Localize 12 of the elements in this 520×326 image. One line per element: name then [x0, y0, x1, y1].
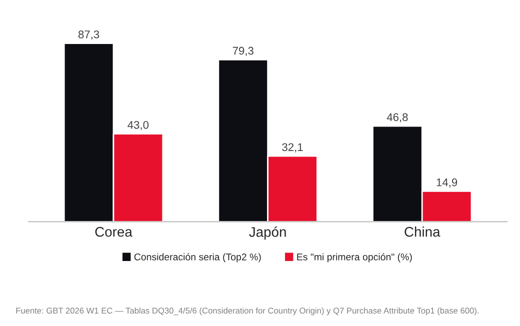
x-tick-label: Japón [249, 226, 286, 240]
legend-label: Consideración seria (Top2 %) [134, 253, 261, 262]
data-label: 79,3 [232, 46, 254, 56]
x-tick-label: China [404, 226, 440, 237]
data-label: 32,1 [282, 143, 303, 152]
source-note: Fuente: GBT 2026 W1 EC — Tablas DQ30_4/5/6 (Consideration for Country Origin) y Q7 Purchase Attribute Top1 (base 600). [16, 307, 479, 316]
data-label: 14,9 [436, 178, 458, 188]
data-label: 87,3 [78, 30, 100, 40]
data-label: 43,0 [128, 120, 149, 130]
legend-label: Es "mi primera opción" (%) [297, 253, 412, 262]
data-label: 46,8 [386, 113, 408, 122]
x-tick-label: Corea [95, 226, 132, 237]
